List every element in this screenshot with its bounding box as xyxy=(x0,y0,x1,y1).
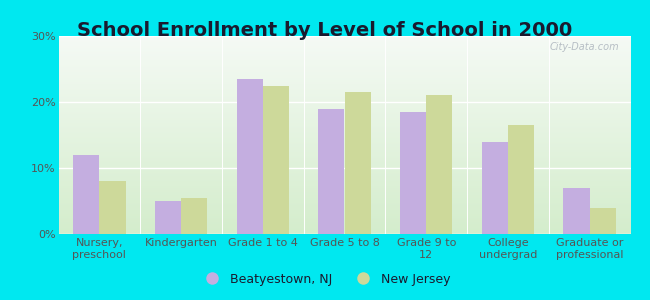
Bar xyxy=(344,92,370,234)
Bar xyxy=(426,95,452,234)
Text: City-Data.com: City-Data.com xyxy=(549,42,619,52)
Bar xyxy=(99,181,125,234)
Legend: Beatyestown, NJ, New Jersey: Beatyestown, NJ, New Jersey xyxy=(195,268,455,291)
Bar xyxy=(590,208,616,234)
Bar xyxy=(73,155,99,234)
Bar xyxy=(263,85,289,234)
Bar xyxy=(564,188,590,234)
Text: School Enrollment by Level of School in 2000: School Enrollment by Level of School in … xyxy=(77,21,573,40)
Bar xyxy=(400,112,426,234)
Bar xyxy=(318,109,344,234)
Bar xyxy=(237,79,263,234)
Bar xyxy=(508,125,534,234)
Bar xyxy=(181,198,207,234)
Bar xyxy=(155,201,181,234)
Bar xyxy=(482,142,508,234)
